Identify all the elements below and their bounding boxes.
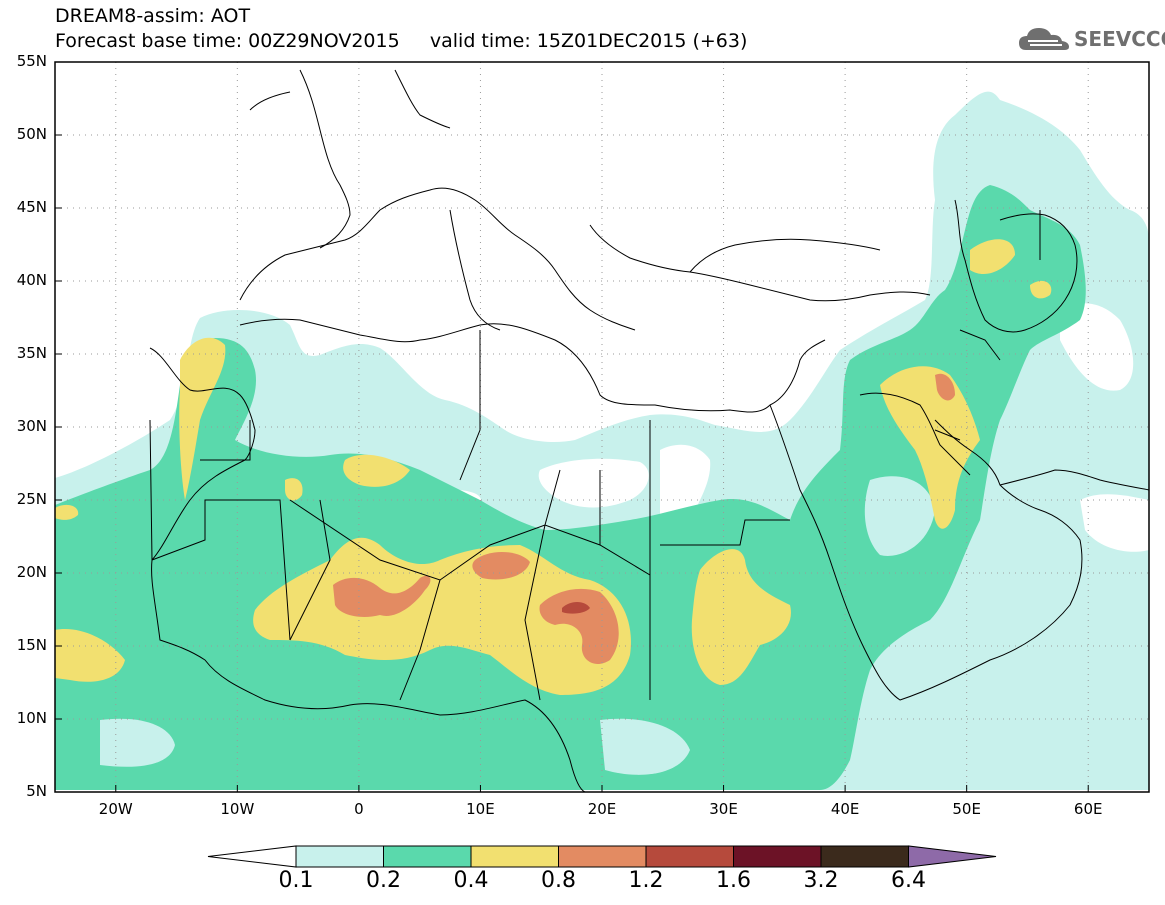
colorbar-swatch <box>733 845 822 868</box>
longitude-ticks <box>115 785 1089 792</box>
colorbar-level-label: 3.2 <box>803 868 839 893</box>
colorbar-swatch <box>645 845 734 868</box>
lon-label: 40E <box>830 800 860 818</box>
lat-label: 35N <box>16 344 47 362</box>
lon-label: 50E <box>952 800 981 818</box>
map-title: DREAM8-assim: AOT <box>55 5 251 27</box>
lat-label: 45N <box>16 198 47 216</box>
lat-label: 55N <box>16 52 47 70</box>
colorbar-level-label: 0.1 <box>278 868 314 893</box>
colorbar-over-triangle <box>908 845 997 868</box>
lon-label: 10W <box>220 800 255 818</box>
colorbar-level-label: 0.2 <box>366 868 401 893</box>
colorbar-level-label: 0.4 <box>453 868 489 893</box>
lon-label: 30E <box>709 800 738 818</box>
aot-band-0.4-0.8 <box>55 239 1052 695</box>
lat-label: 40N <box>16 271 47 289</box>
colorbar-level-label: 1.6 <box>716 868 751 893</box>
colorbar-swatch <box>558 845 647 868</box>
lon-label: 60E <box>1073 800 1103 818</box>
colorbar-swatch <box>295 845 384 868</box>
aot-band-0.8-1.2 <box>333 373 955 665</box>
lon-label: 0 <box>354 800 364 818</box>
colorbar-swatch <box>470 845 559 868</box>
lat-label: 50N <box>16 125 47 143</box>
seevccc-logo: SEEVCCC <box>1018 24 1165 54</box>
lat-label: 15N <box>16 636 47 654</box>
colorbar-swatch <box>820 845 909 868</box>
lat-label: 30N <box>16 417 47 435</box>
lat-label: 20N <box>16 563 47 581</box>
lat-label: 5N <box>26 782 47 800</box>
coastlines-borders <box>149 69 1150 793</box>
map-frame <box>54 61 1150 793</box>
lon-label: 10E <box>466 800 495 818</box>
lat-label: 10N <box>16 709 47 727</box>
colorbar-level-label: 0.8 <box>541 868 576 893</box>
colorbar-level-label: 1.2 <box>628 868 664 893</box>
aot-colorbar <box>207 845 997 868</box>
colorbar-swatch <box>383 845 472 868</box>
colorbar-level-label: 6.4 <box>891 868 926 893</box>
colorbar-under-triangle <box>207 845 297 868</box>
cloud-icon <box>1019 28 1069 50</box>
lon-label: 20W <box>98 800 133 818</box>
forecast-time-line: Forecast base time: 00Z29NOV2015 valid t… <box>55 30 748 52</box>
aot-holes-0.2 <box>100 476 1149 775</box>
aot-band-1.2-1.6 <box>562 602 590 614</box>
logo-text: SEEVCCC <box>1074 27 1165 51</box>
lat-label: 25N <box>16 490 47 508</box>
lon-label: 20E <box>587 800 617 818</box>
